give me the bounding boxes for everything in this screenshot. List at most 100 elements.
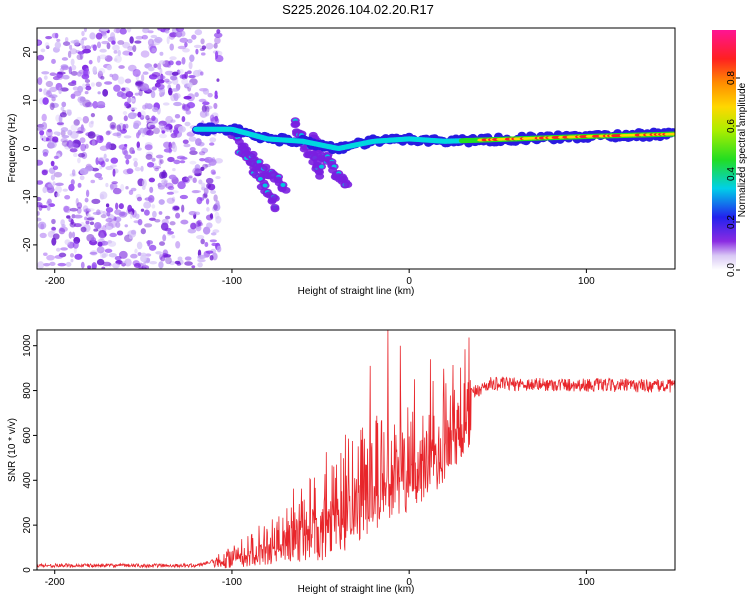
noise-blob xyxy=(140,165,144,172)
noise-blob xyxy=(62,74,70,80)
noise-blob xyxy=(39,232,47,239)
noise-blob xyxy=(166,36,170,45)
noise-blob xyxy=(62,41,71,46)
branch-core xyxy=(318,164,324,169)
noise-blob xyxy=(37,211,40,216)
snr-x-tick-label: 100 xyxy=(578,577,595,588)
noise-blob xyxy=(146,129,154,136)
spectrogram-x-label: Height of straight line (km) xyxy=(298,286,415,297)
noise-blob xyxy=(43,135,47,143)
noise-blob xyxy=(97,91,101,95)
noise-blob xyxy=(156,79,165,84)
noise-blob xyxy=(145,153,153,160)
noise-blob xyxy=(70,124,78,131)
noise-blob xyxy=(45,90,53,98)
noise-blob xyxy=(184,256,192,261)
noise-blob xyxy=(182,139,189,144)
noise-blob xyxy=(54,41,62,49)
noise-blob xyxy=(83,28,87,33)
noise-blob xyxy=(169,260,176,266)
noise-blob xyxy=(185,110,192,115)
noise-blob xyxy=(187,82,193,88)
noise-blob xyxy=(60,106,65,111)
noise-blob xyxy=(72,152,78,158)
noise-blob xyxy=(162,169,166,177)
noise-blob xyxy=(206,207,210,212)
noise-blob xyxy=(62,188,68,192)
noise-blob xyxy=(197,262,203,268)
noise-blob xyxy=(55,185,62,194)
noise-blob xyxy=(199,110,208,118)
noise-blob xyxy=(105,203,110,208)
noise-blob xyxy=(96,55,101,63)
noise-blob xyxy=(88,59,93,65)
noise-blob xyxy=(201,45,207,50)
noise-blob xyxy=(99,48,107,53)
noise-blob xyxy=(106,42,111,50)
noise-blob xyxy=(198,151,206,156)
noise-blob xyxy=(169,43,174,51)
noise-blob xyxy=(60,127,69,132)
noise-blob xyxy=(155,251,163,255)
noise-blob xyxy=(79,52,84,60)
snr-y-tick-label: 400 xyxy=(22,472,33,489)
noise-blob xyxy=(177,181,186,190)
noise-blob xyxy=(173,127,180,135)
noise-blob xyxy=(71,80,77,84)
noise-blob xyxy=(108,220,117,229)
noise-blob xyxy=(56,247,61,252)
noise-blob xyxy=(207,92,213,98)
noise-blob xyxy=(39,130,45,136)
noise-blob xyxy=(152,165,162,169)
noise-blob xyxy=(161,179,168,184)
noise-blob xyxy=(125,90,134,98)
noise-blob xyxy=(173,159,181,165)
noise-blob xyxy=(84,101,94,108)
branch-blob xyxy=(281,186,291,194)
noise-blob xyxy=(130,229,137,235)
noise-blob xyxy=(96,101,106,108)
noise-blob xyxy=(104,248,113,253)
noise-blob xyxy=(158,211,163,215)
noise-blob xyxy=(203,187,209,195)
noise-blob xyxy=(205,198,210,205)
noise-blob xyxy=(102,34,108,39)
noise-blob xyxy=(164,70,174,76)
noise-blob xyxy=(85,220,90,225)
noise-blob xyxy=(46,254,55,261)
noise-blob xyxy=(80,261,85,269)
noise-blob xyxy=(110,124,116,129)
noise-blob xyxy=(90,179,96,184)
noise-blob xyxy=(189,146,196,152)
noise-blob xyxy=(56,122,64,126)
noise-blob xyxy=(76,202,83,209)
noise-blob xyxy=(37,221,47,230)
noise-blob xyxy=(178,68,184,75)
noise-blob xyxy=(122,41,131,49)
noise-blob xyxy=(136,147,142,151)
noise-blob xyxy=(118,65,125,69)
noise-blob xyxy=(80,38,85,46)
noise-blob xyxy=(167,156,175,163)
noise-blob xyxy=(140,83,150,91)
noise-blob xyxy=(64,36,69,43)
noise-blob xyxy=(101,40,110,45)
noise-blob xyxy=(171,71,179,76)
noise-blob xyxy=(166,191,174,195)
noise-blob xyxy=(137,252,142,256)
noise-blob xyxy=(124,154,132,160)
noise-blob xyxy=(139,127,146,134)
noise-blob xyxy=(91,198,101,205)
noise-blob xyxy=(112,132,122,137)
noise-blob xyxy=(50,160,55,167)
noise-blob xyxy=(132,157,138,162)
noise-blob xyxy=(102,210,107,217)
noise-blob xyxy=(213,42,218,49)
noise-blob xyxy=(82,205,89,213)
noise-blob xyxy=(189,54,195,62)
noise-blob xyxy=(73,39,80,46)
noise-blob xyxy=(195,220,201,227)
noise-blob xyxy=(200,238,205,245)
noise-blob xyxy=(175,60,182,66)
noise-blob xyxy=(158,261,164,269)
